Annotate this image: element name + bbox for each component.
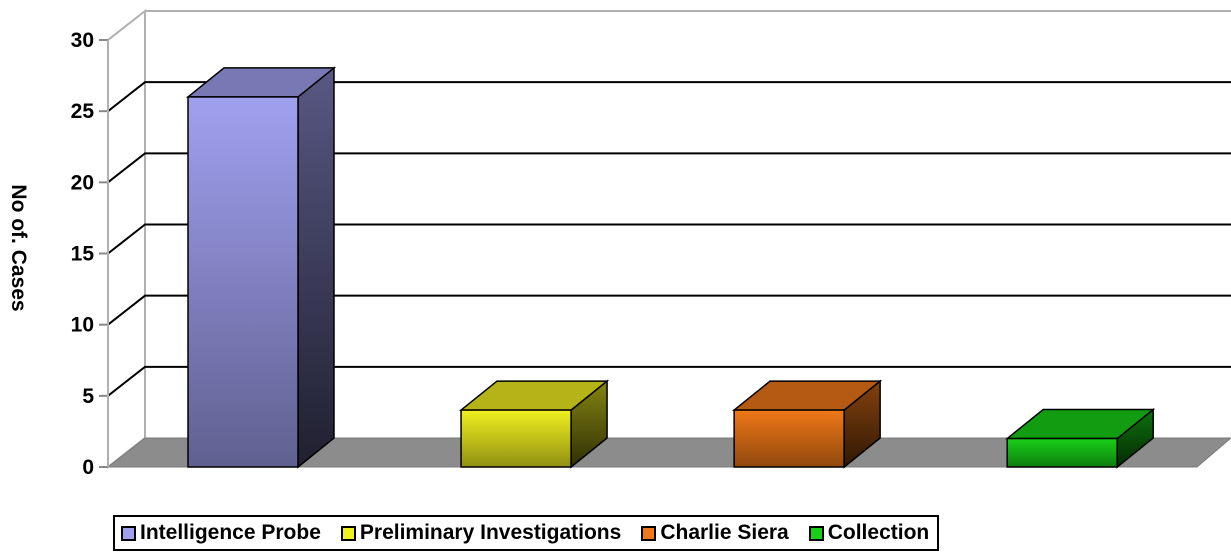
legend-label: Preliminary Investigations bbox=[359, 521, 622, 544]
bar-front bbox=[460, 409, 572, 468]
y-tick-label: 30 bbox=[71, 29, 94, 52]
legend-swatch bbox=[641, 525, 657, 541]
bar bbox=[458, 379, 610, 469]
bar bbox=[1005, 407, 1156, 469]
legend-item: Preliminary Investigations bbox=[340, 521, 622, 545]
gridline bbox=[107, 81, 1231, 112]
legend-label: Collection bbox=[827, 521, 930, 544]
legend-swatch bbox=[121, 525, 136, 541]
legend-item: Intelligence Probe bbox=[121, 521, 321, 545]
bar-chart: 0 5 10 15 20 25 30 No of. Cases bbox=[7, 8, 1231, 479]
bars bbox=[185, 66, 1156, 469]
y-tick-label: 25 bbox=[71, 100, 95, 123]
chart-walls bbox=[106, 8, 1231, 470]
y-tick-label: 20 bbox=[71, 171, 94, 194]
y-tick-label: 15 bbox=[71, 243, 95, 266]
gridline bbox=[107, 294, 1231, 326]
gridline bbox=[107, 365, 1231, 397]
gridline bbox=[107, 223, 1231, 255]
legend-item: Charlie Siera bbox=[641, 521, 789, 545]
legend-item: Collection bbox=[808, 521, 930, 545]
legend-label: Intelligence Probe bbox=[140, 521, 321, 544]
legend-swatch bbox=[808, 525, 824, 541]
bar-side bbox=[297, 66, 335, 469]
legend-label: Charlie Siera bbox=[660, 521, 789, 544]
bar bbox=[185, 66, 337, 469]
y-tick-label: 0 bbox=[82, 456, 94, 479]
gridlines bbox=[107, 81, 1231, 397]
y-tick-label: 5 bbox=[82, 385, 94, 408]
y-axis-ticks: 0 5 10 15 20 25 30 bbox=[71, 29, 109, 479]
bar-front bbox=[187, 96, 299, 468]
y-tick-label: 10 bbox=[71, 314, 94, 337]
gridline bbox=[107, 152, 1231, 184]
y-axis-label: No of. Cases bbox=[7, 184, 30, 311]
bar-front bbox=[733, 409, 845, 468]
bar-front bbox=[1006, 437, 1118, 468]
legend-swatch bbox=[340, 525, 356, 541]
legend: Intelligence Probe Preliminary Investigat… bbox=[113, 515, 940, 551]
bar bbox=[732, 379, 883, 469]
